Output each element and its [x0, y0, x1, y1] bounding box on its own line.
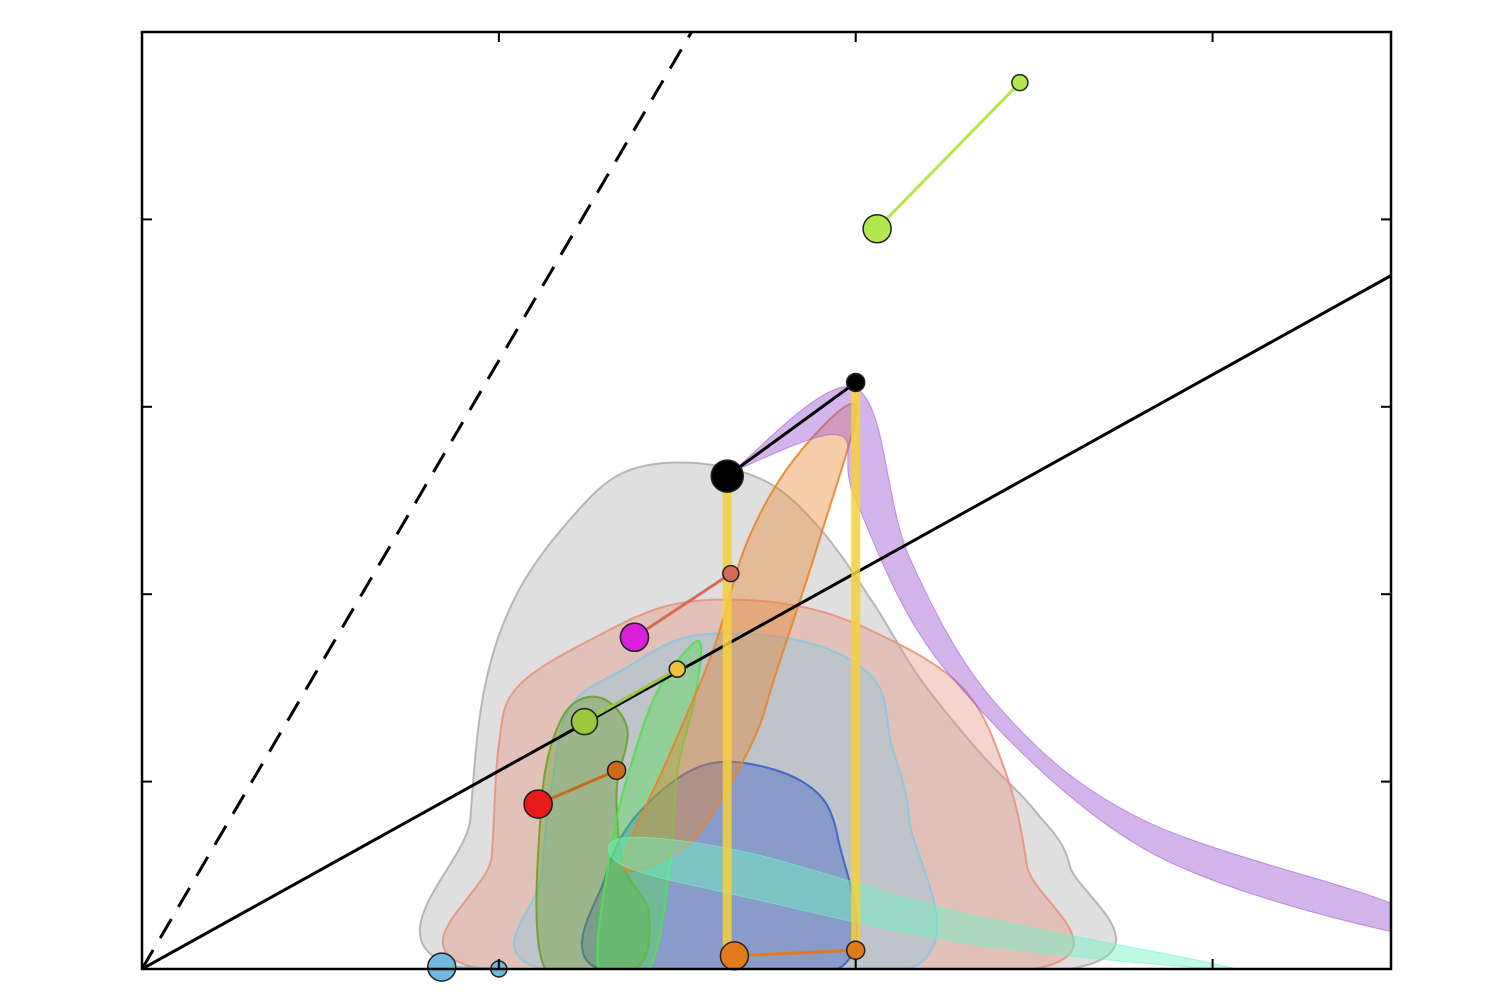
series-line — [734, 948, 856, 958]
data-point — [845, 372, 866, 393]
tick-layer — [141, 31, 1392, 970]
mint-band — [607, 836, 1240, 969]
data-point — [570, 707, 599, 736]
series-line — [583, 667, 679, 723]
data-point — [668, 660, 687, 678]
solid-line — [142, 274, 1391, 969]
reference-line-layer — [142, 32, 1391, 969]
data-point — [722, 564, 740, 583]
data-point — [1011, 73, 1029, 92]
gray-region — [419, 461, 1117, 969]
data-point — [845, 940, 866, 961]
plot-frame — [140, 30, 1393, 971]
series-line — [876, 81, 1021, 230]
salmon-region — [441, 598, 1075, 969]
data-point — [523, 789, 553, 819]
data-point — [719, 941, 750, 971]
data-point — [606, 760, 627, 781]
data-point — [619, 622, 650, 653]
dashed-line — [142, 32, 693, 969]
series-line — [633, 572, 732, 639]
purple-band — [715, 386, 1391, 933]
series-layer — [427, 73, 1029, 982]
series-line — [726, 381, 857, 478]
data-point — [710, 459, 744, 493]
band-layer — [607, 386, 1391, 969]
data-point — [427, 952, 457, 982]
data-point — [862, 214, 892, 244]
